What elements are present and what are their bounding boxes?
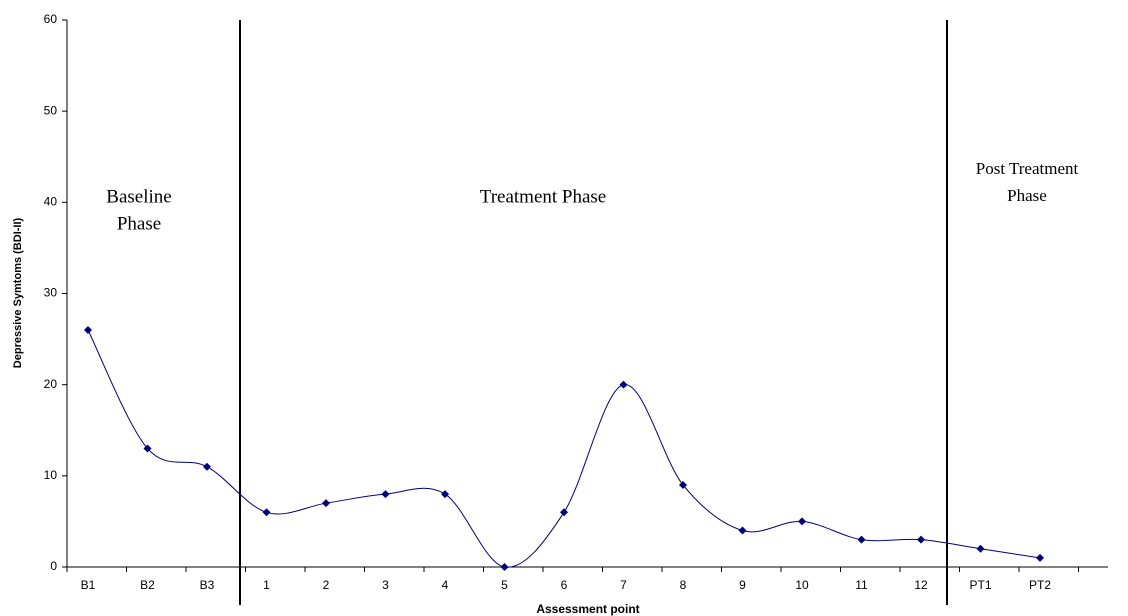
x-tick-label: 5 — [501, 578, 508, 592]
marker — [857, 535, 866, 544]
x-tick-label: PT1 — [969, 578, 991, 592]
x-tick-label: 11 — [855, 578, 868, 592]
marker — [441, 490, 449, 499]
y-tick-label: 50 — [44, 103, 58, 117]
marker — [500, 563, 509, 571]
phase-label: Phase — [117, 213, 161, 234]
phase-label: Baseline — [106, 186, 171, 207]
x-tick-label: 4 — [442, 578, 449, 592]
marker — [203, 462, 211, 471]
marker — [738, 526, 747, 535]
x-tick-label: 10 — [795, 578, 809, 592]
x-tick-label: 7 — [620, 578, 627, 592]
x-tick-label: B2 — [140, 578, 155, 592]
marker — [322, 499, 330, 508]
phase-label: Post Treatment — [976, 159, 1079, 178]
marker — [84, 325, 92, 334]
y-tick-label: 60 — [44, 12, 58, 26]
y-tick-label: 20 — [44, 377, 58, 391]
marker — [143, 444, 152, 453]
y-tick-label: 40 — [44, 195, 58, 209]
phase-label: Phase — [1007, 186, 1047, 205]
marker — [976, 544, 985, 553]
marker — [917, 535, 925, 544]
marker — [679, 480, 687, 489]
marker — [262, 508, 271, 517]
x-tick-label: PT2 — [1029, 578, 1051, 592]
x-tick-label: B3 — [200, 578, 215, 592]
x-tick-label: B1 — [81, 578, 96, 592]
x-tick-label: 9 — [739, 578, 746, 592]
y-tick-label: 10 — [44, 468, 58, 482]
marker — [1036, 553, 1044, 562]
x-tick-label: 8 — [680, 578, 687, 592]
line — [87, 329, 1041, 568]
y-tick-label: 0 — [50, 559, 57, 573]
x-tick-label: 6 — [561, 578, 568, 592]
y-tick-label: 30 — [44, 286, 58, 300]
marker — [798, 517, 806, 526]
x-tick-label: 1 — [263, 578, 270, 592]
marker — [381, 490, 390, 499]
y-axis-label: Depressive Symtoms (BDI-II) — [12, 217, 24, 368]
x-tick-label: 12 — [914, 578, 928, 592]
x-tick-label: 3 — [382, 578, 389, 592]
marker — [560, 508, 568, 517]
marker — [619, 380, 628, 389]
x-tick-label: 2 — [323, 578, 330, 592]
x-axis-label: Assessment point — [536, 602, 639, 616]
phase-label: Treatment Phase — [480, 186, 606, 207]
